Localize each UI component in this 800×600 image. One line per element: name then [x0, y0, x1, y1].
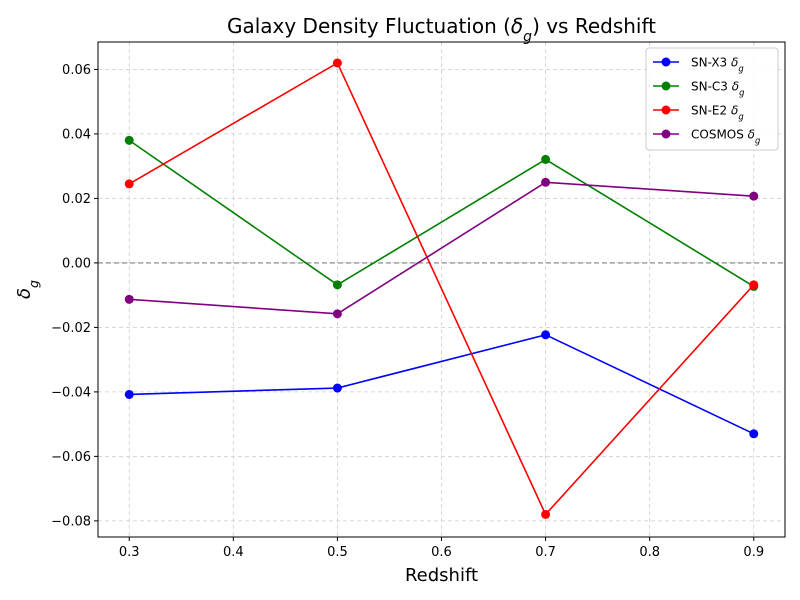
- data-point: [749, 429, 759, 439]
- y-tick-label: 0.02: [62, 192, 91, 207]
- data-point: [124, 135, 134, 145]
- legend-box: [645, 47, 779, 151]
- series-2: [124, 58, 759, 519]
- data-point: [749, 280, 759, 290]
- series-0: [124, 330, 759, 439]
- y-tick-label: −0.06: [51, 450, 91, 465]
- series-line: [128, 139, 755, 288]
- data-point: [541, 154, 551, 164]
- x-tick-label: 0.8: [639, 545, 660, 560]
- y-axis-title: δg: [14, 280, 41, 299]
- data-point: [332, 280, 342, 290]
- y-tick-label: 0.00: [62, 256, 91, 271]
- x-tick-label: 0.6: [431, 545, 452, 560]
- x-tick-label: 0.5: [327, 545, 348, 560]
- legend-item: COSMOS δg: [653, 128, 760, 146]
- y-tick-label: −0.04: [51, 385, 91, 400]
- y-tick-label: −0.08: [51, 514, 91, 529]
- data-point: [749, 191, 759, 201]
- data-point: [332, 58, 342, 68]
- series-line: [128, 61, 755, 516]
- x-tick-label: 0.9: [743, 545, 764, 560]
- data-point: [332, 383, 342, 393]
- legend-label: SN-C3 δg: [691, 80, 744, 98]
- legend-label: SN-E2 δg: [691, 104, 744, 122]
- x-tick-label: 0.7: [535, 545, 556, 560]
- x-axis: 0.3 0.4 0.5 0.6 0.7 0.8 0.9: [119, 537, 764, 560]
- data-point: [124, 389, 134, 399]
- legend-item: SN-E2 δg: [653, 104, 744, 122]
- data-point: [541, 177, 551, 187]
- legend-marker: [661, 129, 671, 139]
- legend-marker: [661, 57, 671, 67]
- y-tick-label: −0.02: [51, 321, 91, 336]
- legend-label: COSMOS δg: [691, 128, 760, 146]
- series-group: [124, 58, 759, 519]
- data-point: [541, 509, 551, 519]
- data-point: [332, 309, 342, 319]
- data-point: [124, 179, 134, 189]
- data-point: [124, 294, 134, 304]
- data-point: [541, 330, 551, 340]
- y-axis: −0.08 −0.06 −0.04 −0.02 0.00 0.02 0.04 0.06: [51, 63, 98, 529]
- legend: SN-X3 δg SN-C3 δg SN-E2 δg COSMOS δg: [645, 47, 779, 151]
- x-tick-label: 0.4: [223, 545, 244, 560]
- legend-label: SN-X3 δg: [691, 56, 744, 74]
- series-line: [129, 333, 755, 435]
- y-tick-label: 0.04: [62, 127, 91, 142]
- x-tick-label: 0.3: [119, 545, 140, 560]
- series-line: [129, 181, 754, 315]
- x-axis-title: Redshift: [405, 565, 478, 586]
- legend-item: SN-C3 δg: [653, 80, 744, 98]
- y-tick-label: 0.06: [62, 63, 91, 78]
- legend-marker: [661, 81, 671, 91]
- legend-item: SN-X3 δg: [653, 56, 744, 74]
- series-3: [124, 177, 759, 319]
- legend-marker: [661, 105, 671, 115]
